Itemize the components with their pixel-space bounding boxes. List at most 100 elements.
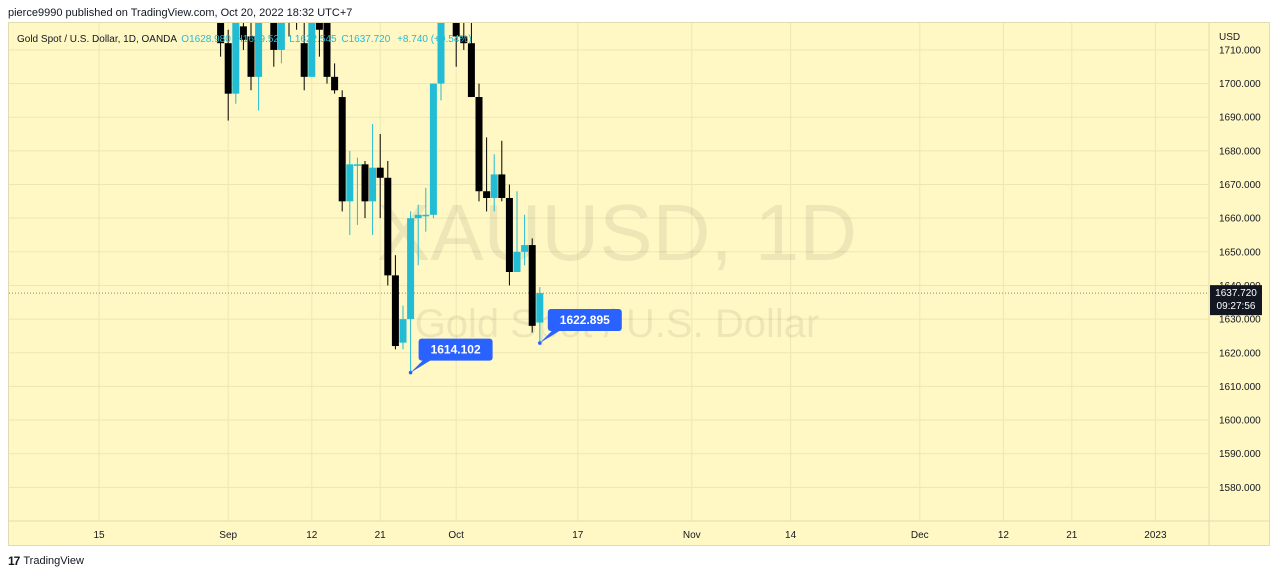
candle[interactable] [452,23,460,67]
x-tick-label: 21 [375,530,387,541]
candle[interactable] [399,305,407,350]
candle-body [429,83,437,215]
y-tick-label: 1660.000 [1219,214,1261,225]
callout-label: 1614.102 [431,343,481,357]
candle[interactable] [270,23,278,67]
candle[interactable] [460,23,468,50]
candle[interactable] [315,23,323,57]
time-scale[interactable]: 15 Sep 12 21 Oct 17 Nov 14 Dec 12 21 2023 [93,530,1167,541]
footer-branding[interactable]: 17 TradingView [8,554,84,568]
candle-body [239,26,247,40]
price-callouts[interactable]: 1614.102 1622.895 [408,309,622,375]
candle[interactable] [376,134,384,219]
candle-body [369,167,377,202]
candle-body [483,191,491,198]
y-tick-label: 1650.000 [1219,247,1261,258]
callout-anchor-dot [538,341,542,345]
candle[interactable] [300,23,308,91]
candle-body [247,36,255,77]
candle[interactable] [407,211,415,373]
candle[interactable] [323,23,331,84]
legend-row: Gold Spot / U.S. Dollar, 1D, OANDA O1628… [17,34,472,45]
candle-body [460,36,468,44]
candle-body [224,43,232,94]
legend-change: +8.740 (+0.54%) [397,34,472,45]
candle-body [376,167,384,178]
candle[interactable] [353,157,361,225]
legend-high: H1639.527 [236,34,285,45]
candle[interactable] [277,23,285,64]
candle[interactable] [391,255,399,350]
price-scale-currency: USD [1219,32,1240,43]
candle-body [217,23,225,44]
candle-body [467,43,475,98]
candle[interactable] [422,187,430,232]
price-scale[interactable]: 1580.000 1590.000 1600.000 1610.000 1620.000… [1219,45,1261,493]
candle-body [232,23,240,94]
candle-body [475,97,483,192]
x-tick-label: 14 [785,530,797,541]
last-price-value: 1637.720 [1215,288,1257,299]
y-tick-label: 1590.000 [1219,449,1261,460]
candle-body [399,319,407,343]
callout-box [418,338,493,361]
candle[interactable] [384,160,392,286]
last-price-label: 1637.720 09:27:56 [1210,285,1262,316]
candles[interactable] [217,23,544,373]
countdown-timer: 09:27:56 [1217,301,1256,312]
candle-body [536,293,544,323]
price-callout[interactable]: 1614.102 [408,338,493,375]
candle-body [437,23,445,84]
candle[interactable] [437,23,445,101]
candle[interactable] [414,204,422,266]
candle[interactable] [528,238,536,333]
candle-body [361,164,369,202]
candle[interactable] [293,23,300,30]
candlestick-chart[interactable]: XAUUSD, 1D Gold Spot / U.S. Dollar 1614.… [9,23,1269,545]
candle-body [505,197,513,272]
candle[interactable] [331,63,339,94]
candle[interactable] [498,140,506,202]
y-tick-label: 1620.000 [1219,348,1261,359]
x-tick-label: 15 [93,530,105,541]
y-tick-label: 1710.000 [1219,45,1261,56]
candle[interactable] [255,23,263,111]
candle-body [255,23,263,77]
candle[interactable] [346,150,354,235]
candle-body [315,23,323,30]
price-callout[interactable]: 1622.895 [538,309,622,345]
candle-body [277,23,285,50]
candle[interactable] [513,191,521,272]
candle[interactable] [369,123,377,235]
x-tick-label: 12 [306,530,318,541]
candle[interactable] [490,154,498,212]
x-tick-label: Oct [448,530,464,541]
candle[interactable] [232,23,240,104]
candle[interactable] [429,83,437,219]
candle-body [331,76,339,91]
candle[interactable] [239,23,247,50]
y-tick-label: 1690.000 [1219,113,1261,124]
candle[interactable] [308,23,316,77]
watermark-symbol: XAUUSD, 1D [377,188,857,277]
candle[interactable] [217,23,225,57]
grid-lines [9,23,1209,521]
candle[interactable] [338,90,346,212]
candle[interactable] [467,23,475,98]
y-tick-label: 1610.000 [1219,382,1261,393]
y-tick-label: 1600.000 [1219,416,1261,427]
tradingview-logo-icon: 17 [8,554,20,568]
candle[interactable] [475,83,483,202]
candle[interactable] [361,160,369,219]
chart-pane[interactable]: XAUUSD, 1D Gold Spot / U.S. Dollar 1614.… [8,22,1270,546]
candle[interactable] [505,184,513,286]
candle[interactable] [224,29,232,121]
published-by-line: pierce9990 published on TradingView.com,… [8,7,353,19]
candle[interactable] [247,23,255,91]
candle[interactable] [483,137,491,212]
candle[interactable] [536,287,544,345]
candle[interactable] [521,214,529,266]
candle-body [422,214,430,217]
x-tick-label: Dec [911,530,929,541]
candle[interactable] [286,23,293,37]
